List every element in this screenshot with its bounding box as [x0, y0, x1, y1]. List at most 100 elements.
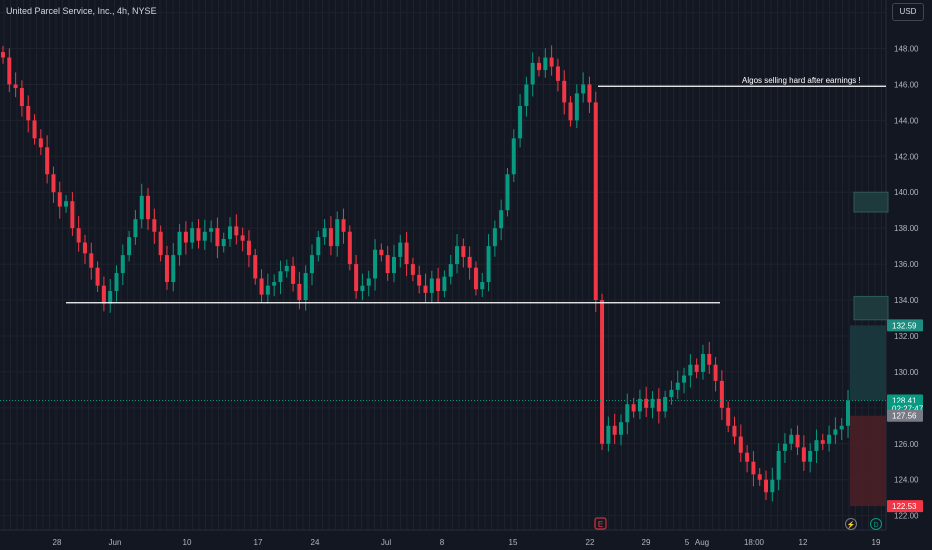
candle-up	[486, 246, 491, 283]
y-tick-label: 138.00	[894, 224, 919, 233]
candle-down	[631, 404, 636, 412]
candle-up	[228, 226, 233, 239]
candle-down	[707, 353, 712, 365]
candle-up	[272, 282, 277, 286]
candle-up	[202, 231, 207, 241]
candle-up	[492, 228, 497, 247]
candle-down	[19, 88, 24, 106]
candle-up	[177, 231, 182, 256]
candle-up	[360, 285, 365, 292]
candle-down	[738, 436, 743, 453]
candle-down	[45, 147, 50, 175]
candle-down	[820, 440, 825, 444]
y-tick-label: 146.00	[894, 80, 919, 89]
candle-down	[146, 195, 151, 220]
split-icon-glyph: ⚡	[847, 520, 856, 529]
symbol-title[interactable]: United Parcel Service, Inc., 4h, NYSE	[6, 6, 157, 16]
candle-down	[101, 285, 106, 304]
candle-up	[833, 429, 838, 435]
y-tick-label: 136.00	[894, 260, 919, 269]
x-tick-label: 28	[53, 538, 62, 547]
candle-down	[26, 106, 31, 121]
candle-down	[1, 52, 5, 58]
candle-down	[694, 364, 699, 372]
y-tick-label: 126.00	[894, 440, 919, 449]
candle-up	[518, 106, 523, 139]
candle-down	[158, 231, 163, 256]
candle-up	[442, 276, 447, 292]
candle-down	[467, 256, 472, 268]
candle-down	[385, 255, 390, 274]
candle-down	[732, 425, 737, 437]
y-tick-label: 132.00	[894, 332, 919, 341]
candle-up	[511, 138, 516, 175]
candle-down	[328, 228, 333, 247]
candle-up	[637, 398, 642, 412]
candle-down	[568, 102, 573, 121]
candle-down	[713, 364, 718, 381]
candle-up	[669, 389, 674, 398]
y-tick-label: 142.00	[894, 152, 919, 161]
stop-price-label: 122.53	[892, 502, 917, 511]
candle-down	[215, 228, 220, 247]
entry-price-label: 127.56	[892, 412, 917, 421]
candle-up	[827, 434, 832, 444]
y-tick-label: 124.00	[894, 476, 919, 485]
candle-up	[64, 201, 69, 207]
x-tick-label: 24	[311, 538, 320, 547]
split-icon	[845, 518, 857, 530]
candle-up	[776, 450, 781, 480]
y-tick-label: 148.00	[894, 45, 919, 54]
candle-up	[480, 282, 485, 290]
candle-down	[89, 253, 94, 268]
candle-down	[32, 120, 37, 139]
dividend-icon-glyph: D	[873, 522, 878, 529]
x-tick-label: 12	[799, 538, 808, 547]
x-tick-label: Aug	[695, 538, 709, 547]
candle-down	[82, 242, 87, 254]
candle-down	[473, 267, 478, 290]
candle-down	[562, 80, 567, 103]
candle-up	[808, 450, 813, 462]
candle-up	[398, 242, 403, 257]
candle-up	[770, 479, 775, 493]
candle-up	[782, 443, 787, 451]
candle-down	[555, 66, 560, 81]
stop-zone	[850, 415, 886, 507]
candle-down	[57, 192, 62, 207]
candle-up	[190, 228, 195, 243]
y-tick-label: 140.00	[894, 188, 919, 197]
candle-down	[719, 380, 724, 408]
candle-down	[13, 84, 18, 89]
candle-up	[574, 93, 579, 121]
candle-up	[221, 238, 226, 247]
candle-down	[291, 265, 296, 284]
annotation-text: Algos selling hard after earnings !	[742, 76, 861, 85]
currency-button[interactable]: USD	[892, 3, 924, 21]
candle-up	[505, 174, 510, 211]
x-tick-label: 17	[254, 538, 263, 547]
candle-down	[70, 201, 75, 229]
candle-up	[543, 57, 548, 71]
candle-up	[309, 255, 314, 274]
candle-down	[726, 407, 731, 426]
candle-down	[656, 398, 661, 412]
candle-up	[139, 195, 144, 220]
candle-up	[581, 84, 586, 94]
x-tick-label: 5	[685, 538, 690, 547]
candle-down	[751, 461, 756, 475]
stop-price-tag	[887, 500, 923, 513]
candle-up	[316, 237, 321, 256]
candle-down	[587, 84, 592, 103]
candle-down	[246, 240, 251, 256]
candle-down	[38, 138, 43, 148]
candle-down	[76, 228, 81, 243]
target-price-label: 132.59	[892, 321, 917, 330]
candle-up	[846, 400, 850, 426]
candle-down	[757, 474, 762, 480]
countdown-label: 02:27:47	[892, 405, 924, 414]
candle-down	[764, 479, 769, 493]
candle-up	[606, 425, 611, 444]
candle-up	[429, 278, 434, 293]
